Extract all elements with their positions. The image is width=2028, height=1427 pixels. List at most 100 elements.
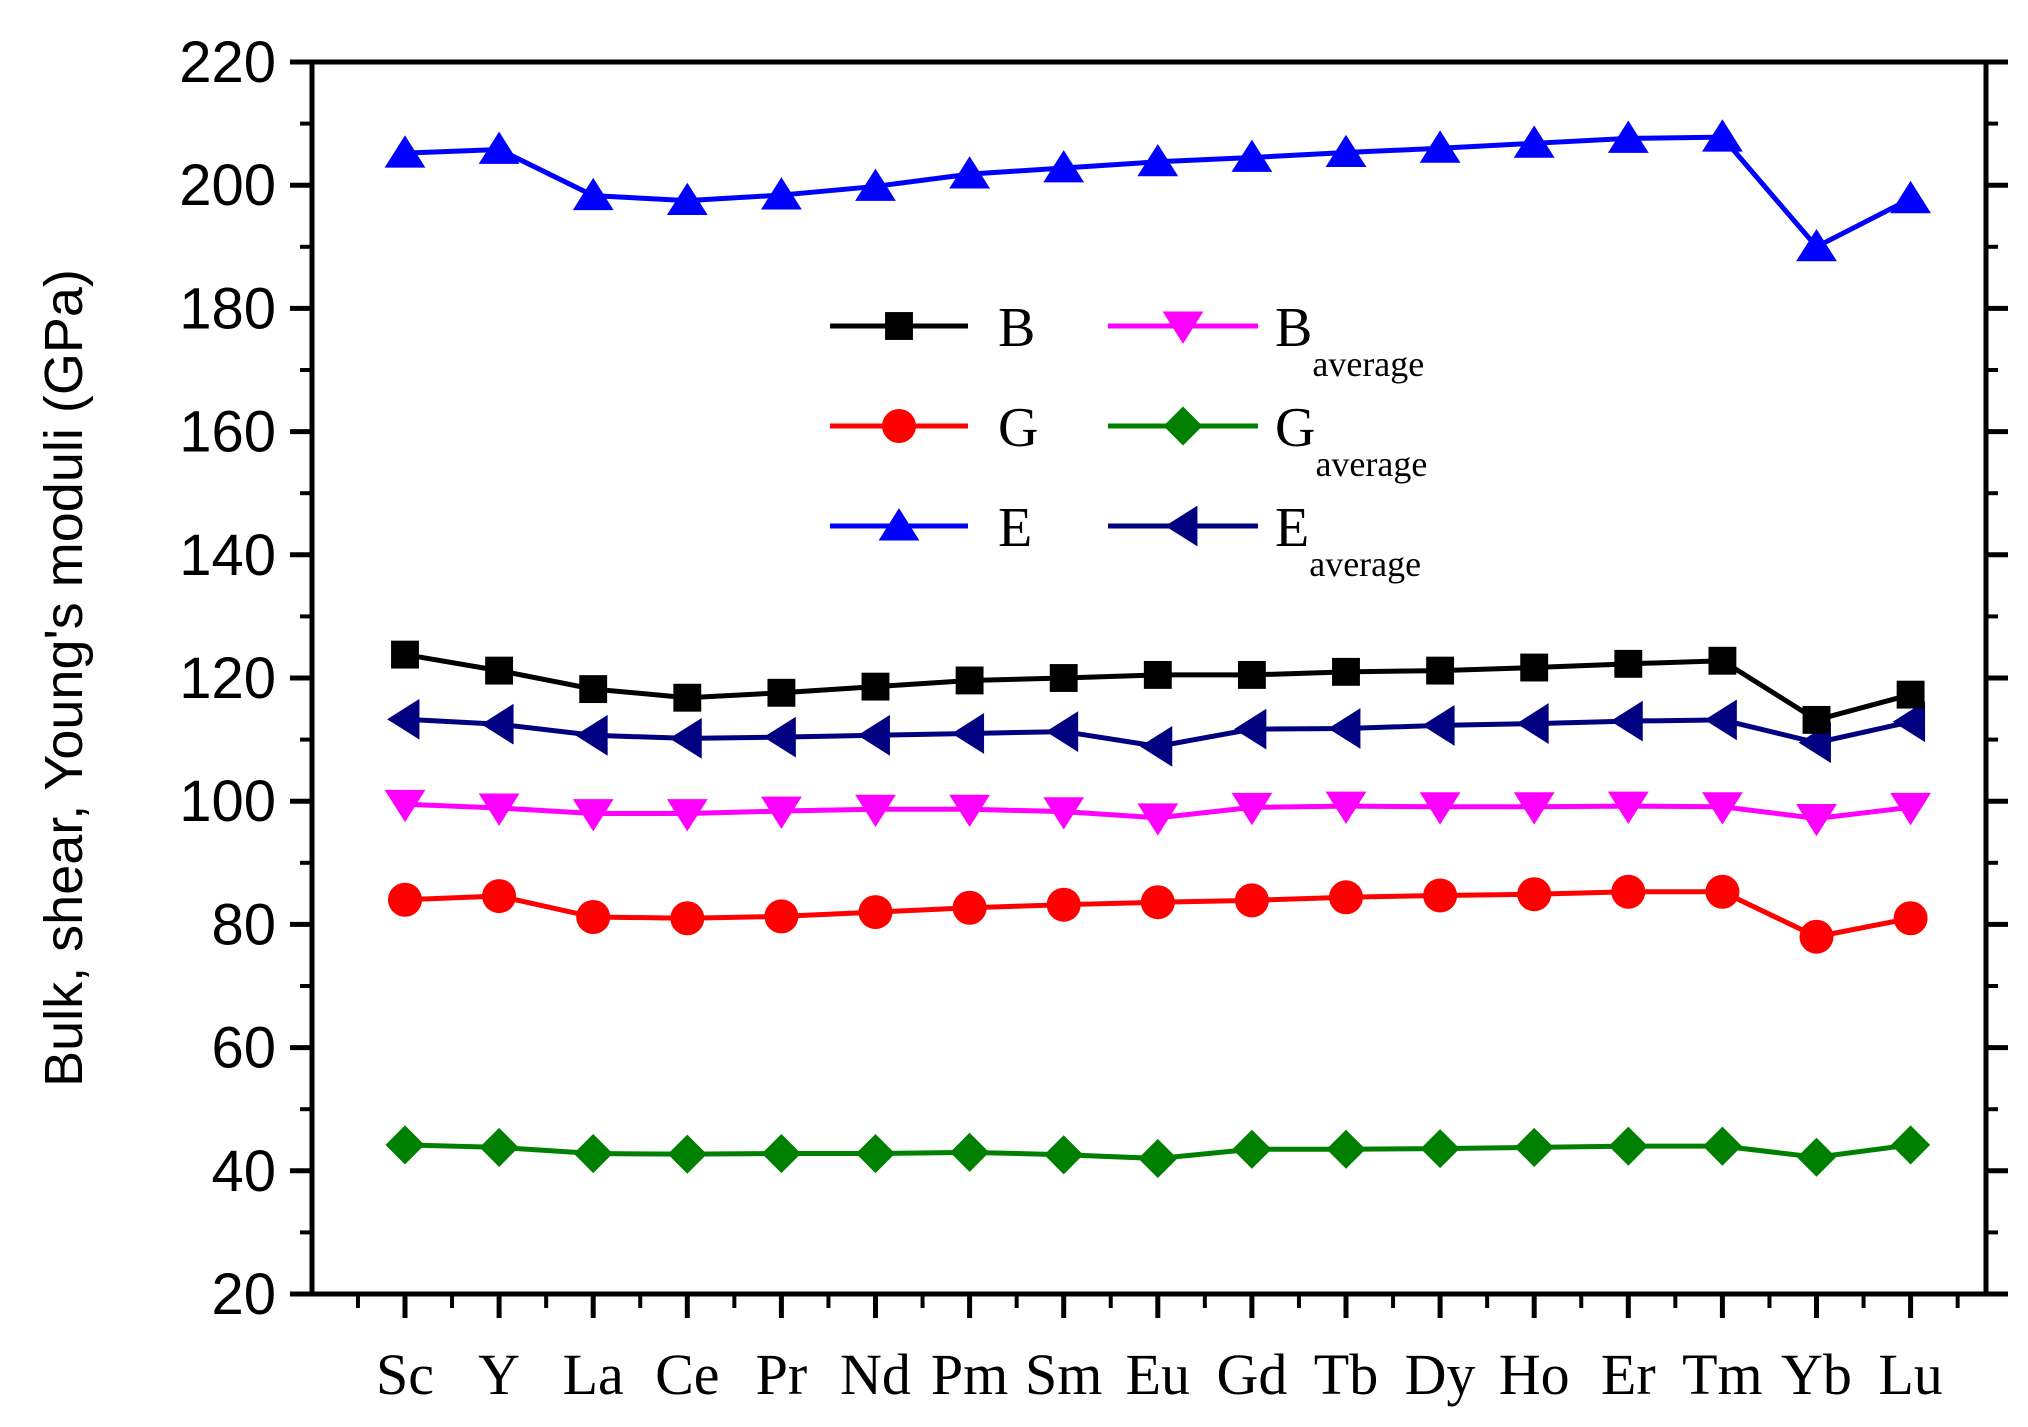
y-tick-label: 80 <box>211 892 276 957</box>
data-point-b <box>485 656 514 685</box>
data-point-e <box>1796 228 1837 262</box>
legend-label: Baverage <box>1275 297 1424 384</box>
data-point-b <box>1708 646 1737 675</box>
y-tick-label: 60 <box>211 1016 276 1081</box>
data-point-g-average <box>855 1134 896 1174</box>
data-point-g-average <box>1326 1129 1366 1169</box>
y-axis: 20 40 60 80 100 120 140 160 180 200 220 <box>179 30 2008 1327</box>
legend-label: B <box>998 297 1035 359</box>
y-tick-label: 200 <box>179 153 276 218</box>
data-point-g-average <box>1608 1126 1648 1166</box>
legend-item-e: E <box>830 497 1032 559</box>
data-point-g-average <box>479 1127 519 1167</box>
series-b <box>391 640 1925 734</box>
x-tick-label: Yb <box>1781 1342 1852 1407</box>
data-point-g-average <box>1702 1126 1742 1166</box>
data-point-g-average <box>1420 1129 1460 1169</box>
data-point-e-average <box>763 716 796 758</box>
data-point-b <box>861 672 890 701</box>
x-tick-label: Nd <box>840 1342 911 1407</box>
x-tick-label: Tm <box>1682 1342 1763 1407</box>
data-point-b-average <box>1419 792 1461 825</box>
legend-item-b: B <box>830 297 1035 359</box>
data-point-e <box>1419 130 1461 163</box>
data-point-b-average <box>1796 803 1837 837</box>
x-tick-label: Pm <box>931 1342 1008 1407</box>
data-point-e <box>1513 125 1555 158</box>
data-point-b <box>1049 664 1078 692</box>
legend-label: E <box>998 497 1032 559</box>
legend-label: Gaverage <box>1275 397 1427 484</box>
legend-label: Eaverage <box>1275 497 1421 584</box>
x-tick-label: Pr <box>756 1342 808 1407</box>
x-tick-label: Gd <box>1216 1342 1287 1407</box>
data-point-e <box>1231 139 1273 172</box>
y-tick-label: 120 <box>179 646 276 711</box>
y-tick-label: 180 <box>179 276 276 341</box>
data-point-g <box>1329 880 1363 915</box>
data-point-g-average <box>1514 1127 1554 1167</box>
data-point-e <box>478 131 520 164</box>
data-point-g <box>1799 919 1834 954</box>
data-point-b-average <box>384 789 426 823</box>
series-layer <box>384 119 1931 1179</box>
series-b-average <box>384 789 1931 837</box>
x-tick-label: Ce <box>655 1342 719 1407</box>
data-point-g <box>1705 874 1740 909</box>
x-tick-label: Sc <box>376 1342 434 1407</box>
x-tick-label: Er <box>1601 1342 1656 1407</box>
legend-marker <box>885 312 913 340</box>
data-point-e-average <box>1610 700 1643 742</box>
data-point-b <box>767 678 796 707</box>
data-point-e-average <box>481 703 514 745</box>
data-point-b-average <box>1137 803 1179 836</box>
y-tick-label: 20 <box>211 1262 276 1327</box>
legend: BGE Baverage Gaverage Eaverage <box>830 297 1427 584</box>
x-axis: Sc Y La Ce Pr Nd Pm Sm Eu Gd Tb Dy Ho Er Tm Yb Lu <box>355 1294 1960 1407</box>
data-point-g-average <box>573 1134 613 1174</box>
data-point-b <box>1426 656 1455 685</box>
legend-marker <box>878 508 920 541</box>
data-point-b-average <box>572 799 614 832</box>
data-point-e <box>1137 143 1179 177</box>
data-point-b-average <box>1513 792 1555 825</box>
data-point-g-average <box>385 1125 425 1165</box>
data-point-g-average <box>1232 1129 1272 1169</box>
legend-label-subscript: average <box>1309 544 1421 584</box>
data-point-b-average <box>855 794 896 828</box>
data-point-e <box>1890 180 1931 214</box>
data-point-b <box>1237 660 1266 689</box>
y-tick-label: 40 <box>211 1139 276 1204</box>
data-point-b <box>1896 680 1925 709</box>
data-point-g <box>1140 885 1175 920</box>
legend-label-subscript: average <box>1312 344 1424 384</box>
data-point-e <box>666 182 708 216</box>
data-point-b <box>1332 657 1360 686</box>
data-point-g <box>1423 878 1458 913</box>
data-point-b <box>579 675 608 704</box>
data-point-b <box>673 683 702 712</box>
data-point-e <box>761 177 802 210</box>
data-point-b <box>391 640 419 669</box>
data-point-g-average <box>1044 1135 1084 1175</box>
data-point-b-average <box>1607 791 1649 824</box>
data-point-b-average <box>1890 792 1931 826</box>
data-point-g <box>482 879 517 914</box>
data-point-e-average <box>669 717 702 759</box>
data-point-b-average <box>949 794 990 828</box>
data-point-g <box>1046 887 1081 922</box>
data-point-g <box>764 899 799 934</box>
data-point-b-average <box>1702 792 1743 825</box>
legend-item-g: G <box>830 397 1038 459</box>
data-point-g <box>952 890 987 925</box>
data-point-e <box>384 135 426 168</box>
data-point-b-average <box>1231 792 1273 826</box>
legend-label: G <box>998 397 1038 459</box>
data-point-b-average <box>478 793 520 826</box>
x-tick-label: Dy <box>1405 1342 1476 1407</box>
x-tick-label: Lu <box>1878 1342 1942 1407</box>
legend-item-b-average: Baverage <box>1108 297 1424 384</box>
data-point-g <box>388 882 422 917</box>
data-point-e-average <box>1328 708 1361 749</box>
